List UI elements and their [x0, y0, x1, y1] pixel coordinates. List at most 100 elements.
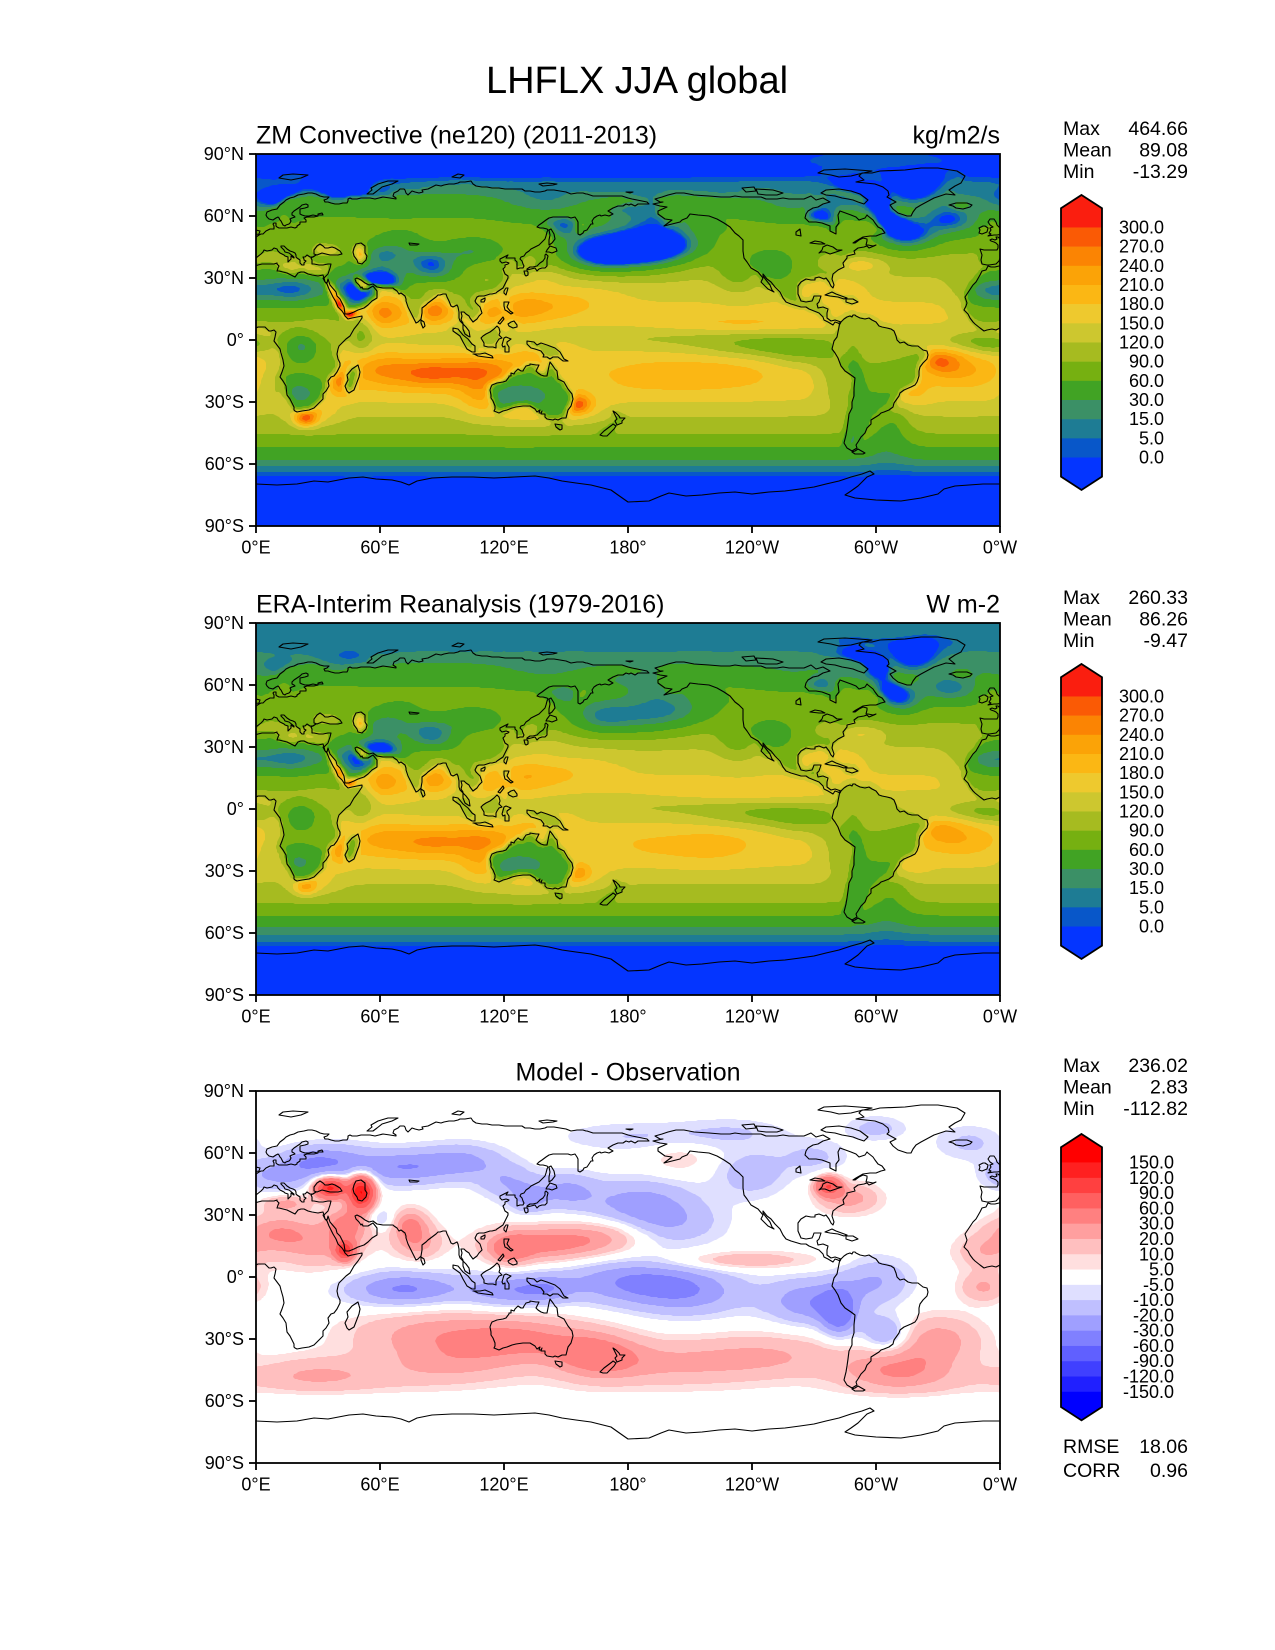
svg-text:ZM Convective (ne120) (2011-20: ZM Convective (ne120) (2011-2013) [256, 122, 657, 150]
svg-text:5.0: 5.0 [1149, 1260, 1174, 1280]
svg-text:180°: 180° [609, 1007, 646, 1027]
svg-text:Model - Observation: Model - Observation [515, 1059, 740, 1087]
svg-text:0°W: 0°W [983, 1007, 1017, 1027]
svg-text:LHFLX JJA global: LHFLX JJA global [486, 60, 788, 102]
svg-text:89.08: 89.08 [1139, 140, 1188, 162]
svg-text:120.0: 120.0 [1129, 1168, 1174, 1188]
svg-text:0°W: 0°W [983, 1475, 1017, 1495]
svg-text:Max: Max [1063, 1055, 1100, 1077]
svg-text:260.33: 260.33 [1128, 587, 1188, 609]
svg-text:0°E: 0°E [241, 1475, 270, 1495]
svg-text:0°: 0° [227, 330, 244, 350]
svg-text:15.0: 15.0 [1129, 409, 1164, 429]
svg-text:20.0: 20.0 [1139, 1229, 1174, 1249]
svg-text:-30.0: -30.0 [1133, 1321, 1174, 1341]
svg-text:CORR: CORR [1063, 1460, 1120, 1482]
svg-text:120°E: 120°E [479, 1007, 528, 1027]
svg-text:0°E: 0°E [241, 538, 270, 558]
svg-text:90.0: 90.0 [1139, 1183, 1174, 1203]
svg-text:-9.47: -9.47 [1144, 630, 1188, 652]
svg-text:120°E: 120°E [479, 538, 528, 558]
svg-text:30°S: 30°S [205, 1329, 244, 1349]
svg-text:30°N: 30°N [204, 268, 244, 288]
svg-text:60.0: 60.0 [1129, 371, 1164, 391]
svg-text:60°W: 60°W [854, 538, 898, 558]
svg-text:150.0: 150.0 [1119, 313, 1164, 333]
svg-text:240.0: 240.0 [1119, 256, 1164, 276]
svg-text:30°S: 30°S [205, 861, 244, 881]
svg-text:-112.82: -112.82 [1123, 1098, 1188, 1120]
svg-text:W m-2: W m-2 [926, 591, 1000, 619]
svg-text:60°N: 60°N [204, 206, 244, 226]
svg-text:210.0: 210.0 [1119, 744, 1164, 764]
svg-text:86.26: 86.26 [1139, 609, 1188, 631]
svg-text:240.0: 240.0 [1119, 725, 1164, 745]
svg-text:Mean: Mean [1063, 140, 1112, 162]
svg-text:150.0: 150.0 [1119, 782, 1164, 802]
svg-text:0.0: 0.0 [1139, 448, 1164, 468]
svg-text:90°S: 90°S [205, 516, 244, 536]
svg-text:-150.0: -150.0 [1123, 1382, 1174, 1402]
svg-text:30.0: 30.0 [1139, 1214, 1174, 1234]
svg-text:Max: Max [1063, 587, 1100, 609]
svg-text:120°W: 120°W [725, 538, 779, 558]
svg-text:270.0: 270.0 [1119, 706, 1164, 726]
svg-text:60°E: 60°E [360, 1475, 399, 1495]
svg-text:18.06: 18.06 [1139, 1436, 1188, 1458]
svg-text:150.0: 150.0 [1129, 1153, 1174, 1173]
svg-text:90.0: 90.0 [1129, 821, 1164, 841]
svg-text:Min: Min [1063, 161, 1094, 183]
svg-text:Max: Max [1063, 118, 1100, 140]
svg-text:-20.0: -20.0 [1133, 1305, 1174, 1325]
svg-text:0°W: 0°W [983, 538, 1017, 558]
svg-text:236.02: 236.02 [1128, 1055, 1188, 1077]
svg-text:Mean: Mean [1063, 1077, 1112, 1099]
svg-text:60.0: 60.0 [1139, 1198, 1174, 1218]
svg-text:-13.29: -13.29 [1133, 161, 1188, 183]
svg-text:15.0: 15.0 [1129, 878, 1164, 898]
svg-text:5.0: 5.0 [1139, 897, 1164, 917]
svg-text:-60.0: -60.0 [1133, 1336, 1174, 1356]
svg-text:90°N: 90°N [204, 613, 244, 633]
svg-text:0°E: 0°E [241, 1007, 270, 1027]
svg-text:60°E: 60°E [360, 538, 399, 558]
svg-text:-5.0: -5.0 [1143, 1275, 1174, 1295]
svg-text:60°S: 60°S [205, 1391, 244, 1411]
svg-text:60°N: 60°N [204, 675, 244, 695]
svg-text:60°S: 60°S [205, 923, 244, 943]
svg-text:30°S: 30°S [205, 392, 244, 412]
svg-text:60°W: 60°W [854, 1007, 898, 1027]
svg-text:180°: 180° [609, 1475, 646, 1495]
svg-text:30.0: 30.0 [1129, 859, 1164, 879]
svg-text:120.0: 120.0 [1119, 333, 1164, 353]
svg-text:RMSE: RMSE [1063, 1436, 1119, 1458]
svg-text:60°E: 60°E [360, 1007, 399, 1027]
svg-text:2.83: 2.83 [1150, 1077, 1188, 1099]
svg-text:90.0: 90.0 [1129, 352, 1164, 372]
svg-text:120°W: 120°W [725, 1475, 779, 1495]
svg-text:-120.0: -120.0 [1123, 1367, 1174, 1387]
svg-text:-10.0: -10.0 [1133, 1290, 1174, 1310]
svg-text:180.0: 180.0 [1119, 294, 1164, 314]
svg-text:0°: 0° [227, 799, 244, 819]
svg-text:60°S: 60°S [205, 454, 244, 474]
svg-text:Mean: Mean [1063, 609, 1112, 631]
svg-text:464.66: 464.66 [1128, 118, 1188, 140]
svg-text:270.0: 270.0 [1119, 237, 1164, 257]
svg-text:kg/m2/s: kg/m2/s [912, 122, 1000, 150]
svg-text:120°E: 120°E [479, 1475, 528, 1495]
svg-text:60.0: 60.0 [1129, 840, 1164, 860]
svg-text:90°N: 90°N [204, 1081, 244, 1101]
svg-text:10.0: 10.0 [1139, 1244, 1174, 1264]
svg-text:90°S: 90°S [205, 985, 244, 1005]
svg-text:210.0: 210.0 [1119, 275, 1164, 295]
svg-text:30°N: 30°N [204, 1205, 244, 1225]
svg-text:30.0: 30.0 [1129, 390, 1164, 410]
svg-text:30°N: 30°N [204, 737, 244, 757]
svg-text:-90.0: -90.0 [1133, 1351, 1174, 1371]
svg-text:60°W: 60°W [854, 1475, 898, 1495]
svg-text:90°N: 90°N [204, 144, 244, 164]
svg-text:0.0: 0.0 [1139, 917, 1164, 937]
svg-text:180°: 180° [609, 538, 646, 558]
svg-text:300.0: 300.0 [1119, 218, 1164, 238]
